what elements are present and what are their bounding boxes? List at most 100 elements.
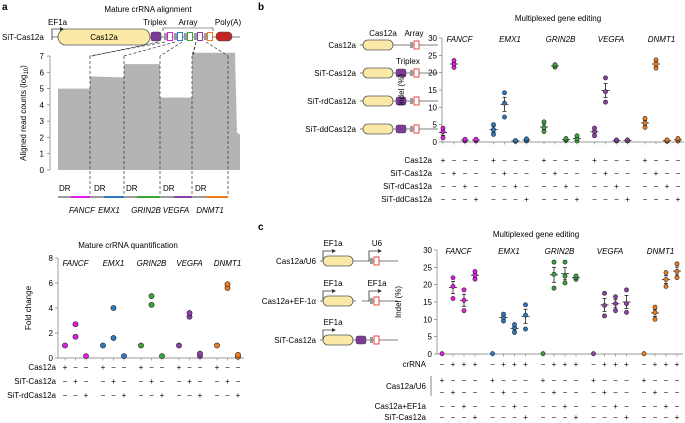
gene-header-dnmt1: DNMT1 bbox=[214, 259, 242, 268]
polya-label: Poly(A) bbox=[215, 18, 242, 27]
gene-header-emx1: EMX1 bbox=[498, 247, 520, 256]
condition-sign: − bbox=[574, 388, 579, 397]
condition-sign: + bbox=[592, 156, 597, 165]
dr-bar bbox=[160, 196, 174, 198]
condition-sign: + bbox=[84, 391, 89, 400]
data-point-grin2b bbox=[562, 273, 568, 279]
condition-sign: − bbox=[501, 413, 506, 422]
data-point-emx1 bbox=[491, 122, 496, 128]
condition-sign: − bbox=[603, 156, 608, 165]
data-point-vegfa bbox=[592, 133, 597, 139]
condition-sign: − bbox=[474, 182, 479, 191]
construct-name: Cas12a/U6 bbox=[276, 257, 317, 266]
data-point-fancf bbox=[439, 351, 445, 357]
condition-sign: − bbox=[574, 402, 579, 411]
condition-sign: + bbox=[564, 182, 569, 191]
condition-sign: − bbox=[73, 363, 78, 372]
condition-sign: − bbox=[513, 169, 518, 178]
condition-sign: − bbox=[463, 195, 468, 204]
condition-sign: − bbox=[603, 182, 608, 191]
construct-cas12a-u6: Cas12a/U6 EF1a U6 bbox=[276, 239, 398, 267]
data-point-dnmt1 bbox=[214, 342, 220, 349]
panel-a-alignment: Mature crRNA alignment SiT-Cas12a EF1a C… bbox=[2, 5, 241, 215]
condition-sign: − bbox=[614, 195, 619, 204]
data-point-grin2b bbox=[541, 129, 547, 134]
cas12a-gene-label: Cas12a bbox=[90, 33, 118, 42]
condition-sign: + bbox=[198, 391, 203, 400]
dashed-connector bbox=[159, 41, 183, 57]
condition-row-label: Cas12a+EF1a bbox=[375, 402, 427, 411]
condition-sign: + bbox=[451, 360, 456, 369]
condition-sign: − bbox=[654, 182, 659, 191]
condition-sign: − bbox=[225, 391, 230, 400]
data-point-emx1 bbox=[491, 131, 496, 137]
gene-label-vegfa: VEGFA bbox=[163, 206, 190, 215]
condition-sign: + bbox=[122, 391, 127, 400]
condition-sign: − bbox=[523, 402, 528, 411]
data-point-vegfa bbox=[592, 125, 597, 131]
data-point-dnmt1 bbox=[652, 304, 658, 310]
condition-sign: + bbox=[614, 182, 619, 191]
condition-sign: + bbox=[512, 402, 517, 411]
condition-sign: − bbox=[149, 363, 154, 372]
condition-sign: − bbox=[463, 169, 468, 178]
condition-sign: − bbox=[63, 391, 68, 400]
construct-part-label: U6 bbox=[372, 239, 383, 248]
construct-sit-cas12a: SiT-Cas12a Triplex bbox=[314, 57, 438, 79]
condition-sign: + bbox=[642, 376, 647, 385]
promoter-arrowhead-icon bbox=[378, 289, 382, 293]
construct-part-label: EF1a bbox=[323, 318, 343, 327]
gene-header-grin2b: GRIN2B bbox=[545, 247, 575, 256]
gene-header-dnmt1: DNMT1 bbox=[648, 35, 676, 44]
data-point-vegfa bbox=[613, 301, 618, 307]
condition-sign: + bbox=[552, 388, 557, 397]
condition-sign: − bbox=[642, 402, 647, 411]
y-tick-label: 0 bbox=[40, 166, 45, 175]
data-point-vegfa bbox=[602, 303, 607, 308]
condition-sign: + bbox=[490, 376, 495, 385]
condition-sign: − bbox=[653, 413, 658, 422]
data-point-vegfa bbox=[613, 308, 618, 314]
condition-sign: − bbox=[160, 363, 165, 372]
condition-sign: − bbox=[139, 391, 144, 400]
promoter-arrowhead-icon bbox=[378, 249, 382, 253]
condition-sign: + bbox=[462, 402, 467, 411]
condition-row-label: crRNA bbox=[402, 360, 426, 369]
data-point-emx1 bbox=[502, 100, 507, 106]
data-point-vegfa bbox=[624, 309, 629, 315]
condition-sign: + bbox=[502, 169, 507, 178]
data-point-fancf bbox=[462, 136, 468, 142]
construct-name: SiT-Cas12a bbox=[2, 33, 44, 42]
construct-part-label: Array bbox=[404, 29, 423, 38]
data-point-grin2b bbox=[159, 353, 165, 360]
dr-segment bbox=[410, 98, 413, 104]
gene-header-vegfa: VEGFA bbox=[598, 35, 625, 44]
condition-sign: − bbox=[625, 182, 630, 191]
dr-bar bbox=[192, 196, 206, 198]
dr-segment bbox=[174, 33, 177, 40]
condition-sign: − bbox=[160, 377, 165, 386]
data-point-vegfa bbox=[602, 290, 607, 296]
condition-sign: + bbox=[441, 156, 446, 165]
y-tick-label: 3 bbox=[40, 117, 45, 126]
data-point-emx1 bbox=[524, 136, 529, 142]
crrna-box-dnmt1 bbox=[207, 32, 213, 41]
array-label: Array bbox=[178, 18, 197, 27]
condition-sign: − bbox=[664, 388, 669, 397]
condition-sign: − bbox=[665, 195, 670, 204]
promoter-arrow-icon bbox=[322, 329, 334, 340]
condition-sign: − bbox=[101, 377, 106, 386]
condition-sign: − bbox=[563, 388, 568, 397]
crrna-box-fancf bbox=[167, 32, 173, 41]
data-point-dnmt1 bbox=[663, 277, 669, 282]
dr-segment bbox=[164, 33, 167, 40]
condition-sign: − bbox=[642, 388, 647, 397]
crrna-box-grin2b bbox=[187, 32, 193, 41]
condition-row-label: Cas12a bbox=[28, 363, 56, 372]
condition-sign: − bbox=[462, 388, 467, 397]
data-point-grin2b bbox=[541, 119, 547, 125]
data-point-dnmt1 bbox=[652, 309, 658, 315]
data-point-vegfa bbox=[625, 137, 630, 143]
condition-sign: − bbox=[473, 388, 478, 397]
dashed-connector bbox=[205, 41, 229, 57]
